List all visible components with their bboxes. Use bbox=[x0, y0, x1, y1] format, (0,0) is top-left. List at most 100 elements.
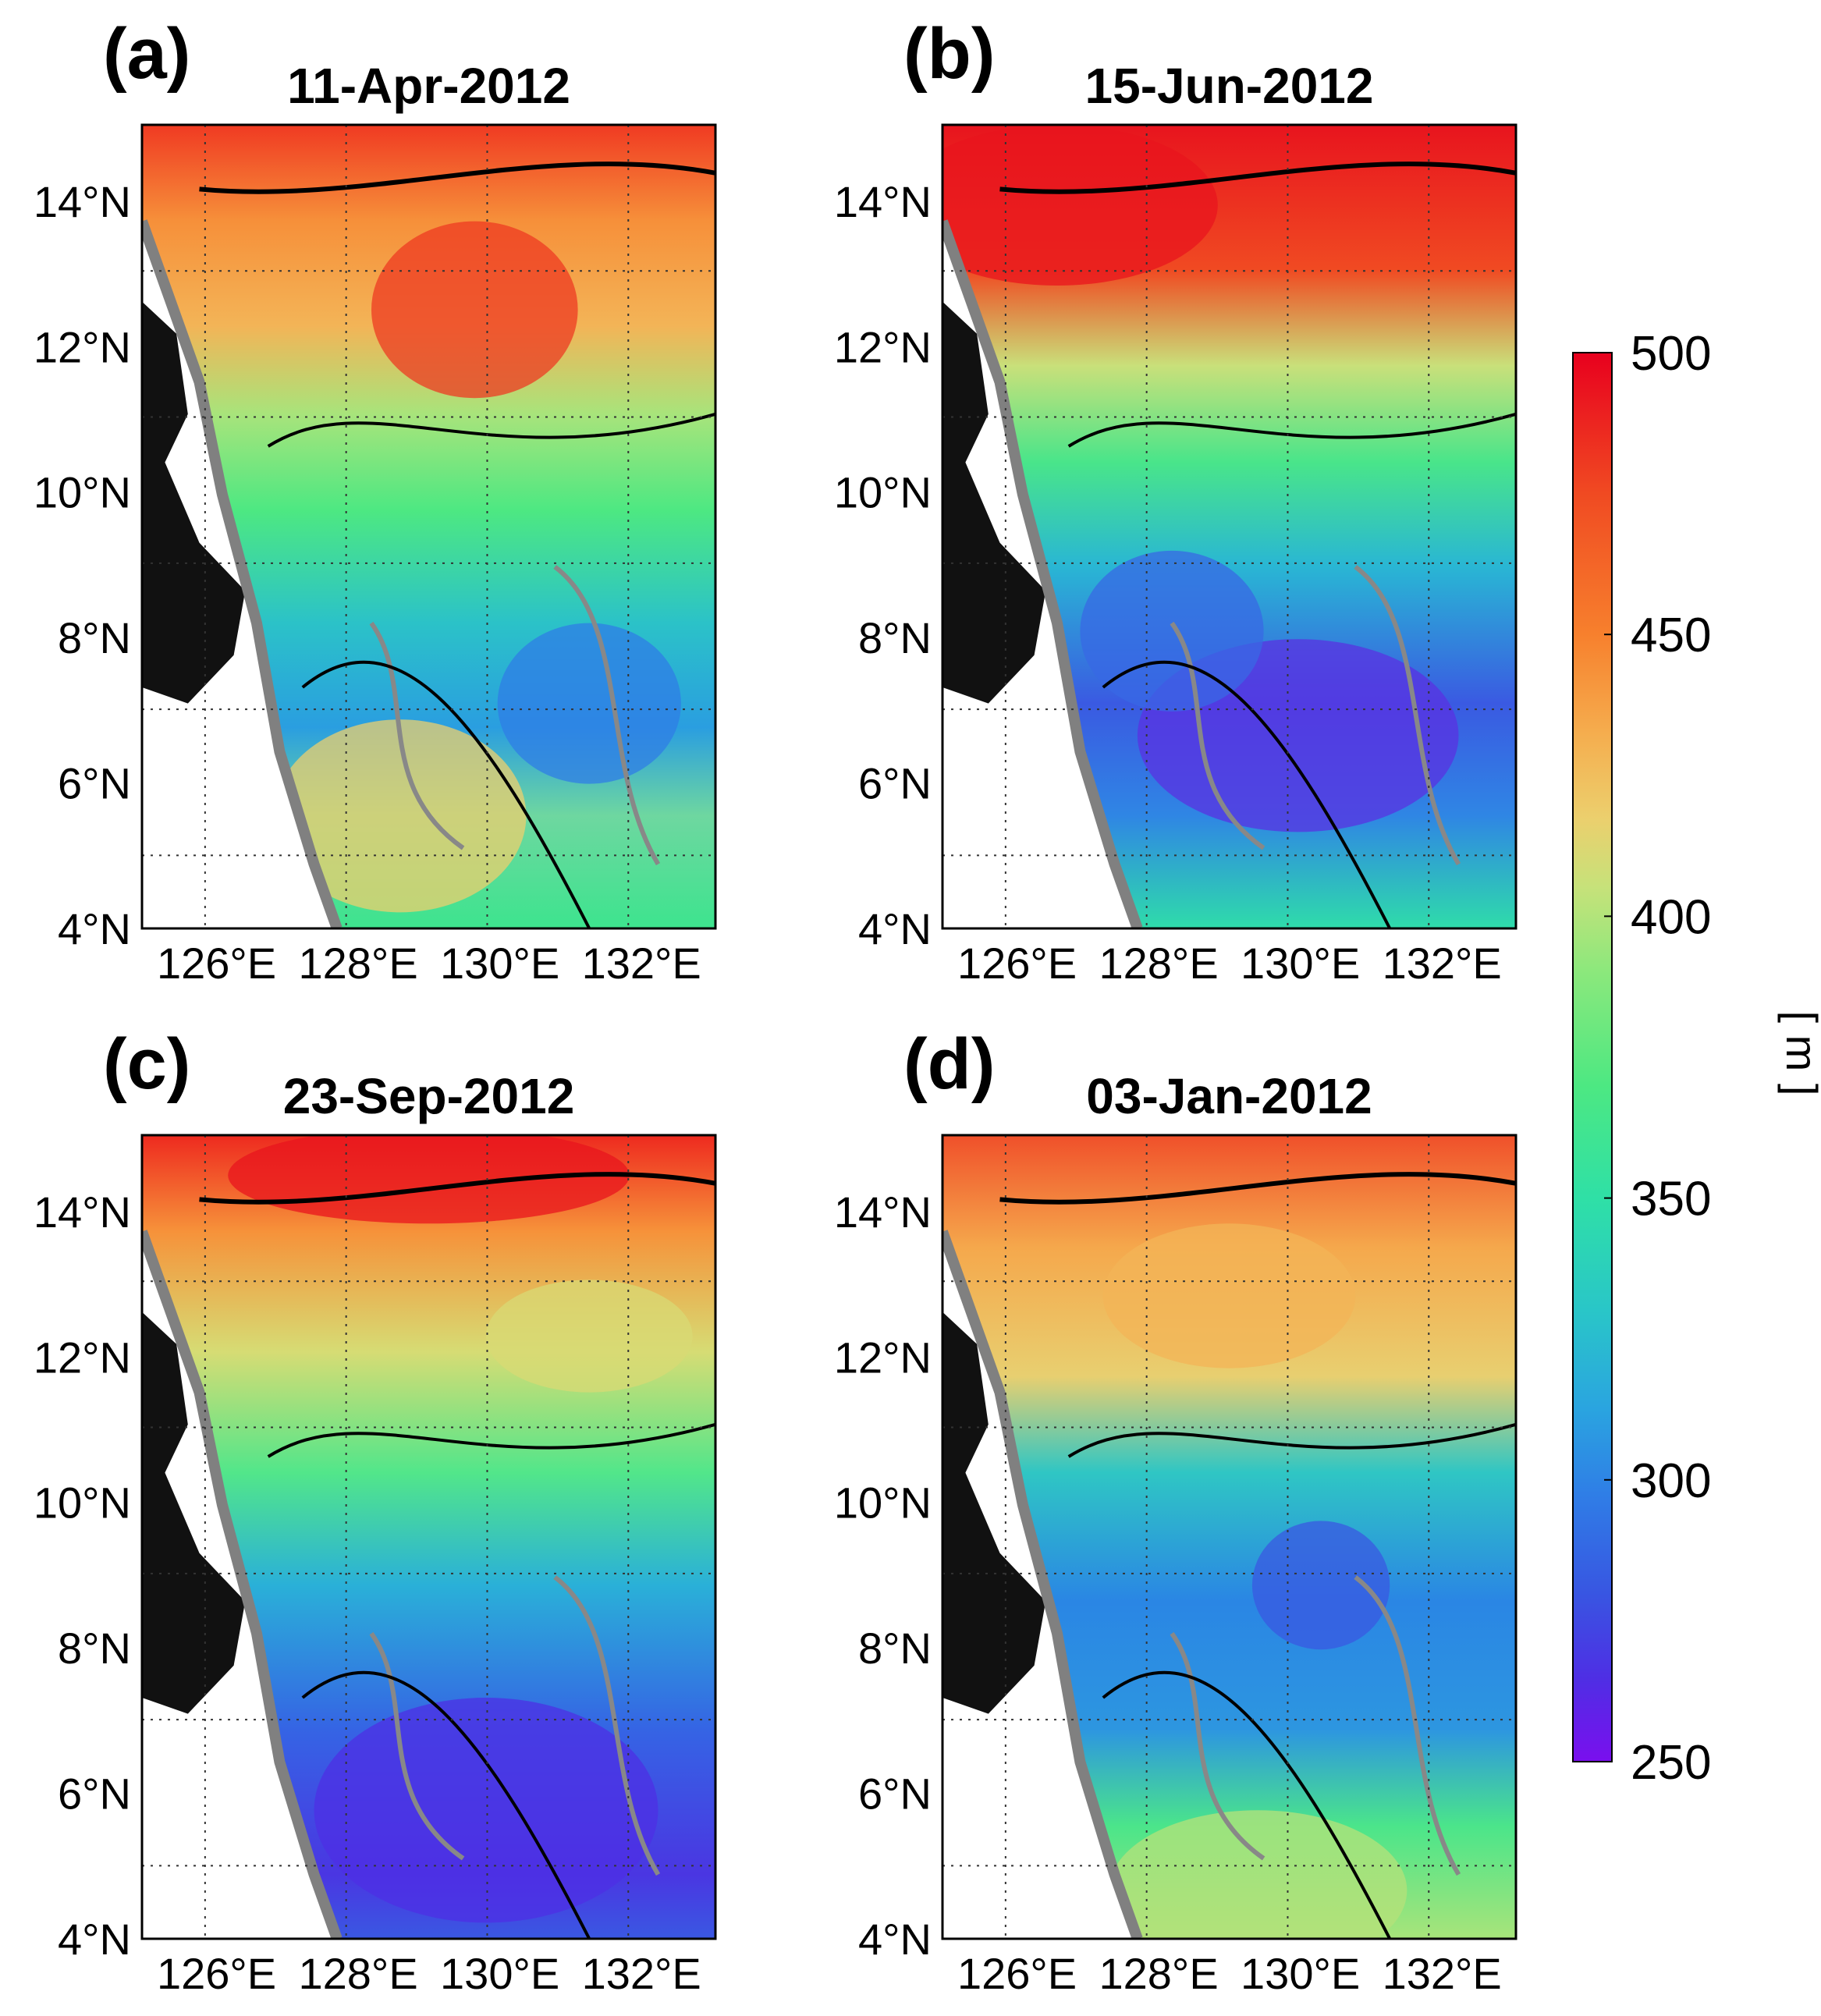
longitude-tick-label: 126°E bbox=[157, 939, 276, 988]
depth-anomaly-patch bbox=[1109, 1810, 1407, 1939]
latitude-tick-label: 14°N bbox=[834, 1187, 932, 1237]
map-panel-a: (a) 11-Apr-2012 14°N 12°N 10°N 8°N 6°N 4°N 126°E… bbox=[34, 14, 717, 988]
latitude-tick-label: 6°N bbox=[858, 759, 932, 808]
longitude-tick-label: 126°E bbox=[957, 939, 1077, 988]
colorbar-tick-label: 250 bbox=[1631, 1736, 1711, 1790]
longitude-tick-label: 130°E bbox=[440, 939, 559, 988]
depth-contour-line bbox=[267, 1422, 715, 1458]
philippines-landmass bbox=[942, 1311, 1046, 1714]
depth-anomaly-patch bbox=[314, 1698, 658, 1923]
latitude-tick-label: 12°N bbox=[834, 322, 932, 371]
colorbar: 500 450 400 350 300 250 [ m ] bbox=[1572, 327, 1821, 1790]
colorbar-tick-label: 350 bbox=[1631, 1173, 1711, 1226]
longitude-tick-label: 128°E bbox=[1099, 939, 1219, 988]
longitude-tick-label: 126°E bbox=[157, 1949, 276, 1998]
latitude-tick-label: 14°N bbox=[834, 177, 932, 226]
panel-date-title: 15-Jun-2012 bbox=[1085, 58, 1374, 114]
philippines-landmass bbox=[142, 1311, 246, 1714]
latitude-tick-label: 8°N bbox=[858, 1624, 932, 1673]
bathymetry-contour bbox=[1354, 1575, 1461, 1876]
depth-contour-line bbox=[199, 1172, 715, 1205]
colorbar-unit-label: [ m ] bbox=[1777, 1011, 1821, 1096]
depth-contour-line bbox=[301, 660, 591, 928]
latitude-tick-label: 10°N bbox=[34, 1478, 131, 1528]
depth-contour-line bbox=[267, 412, 715, 448]
colorbar-tick-label: 400 bbox=[1631, 890, 1711, 944]
longitude-tick-label: 130°E bbox=[1241, 1949, 1360, 1998]
longitude-tick-label: 132°E bbox=[582, 1949, 701, 1998]
longitude-tick-label: 128°E bbox=[299, 939, 418, 988]
coastline bbox=[142, 219, 343, 928]
depth-anomaly-patch bbox=[1080, 550, 1264, 712]
coastline bbox=[942, 219, 1143, 928]
coastline bbox=[142, 1230, 343, 1939]
depth-anomaly-patch bbox=[1102, 1223, 1356, 1368]
depth-anomaly-patch bbox=[1251, 1521, 1390, 1650]
bathymetry-contour bbox=[1170, 621, 1265, 850]
latitude-tick-label: 10°N bbox=[834, 468, 932, 517]
latitude-tick-label: 12°N bbox=[34, 1333, 131, 1382]
latitude-tick-label: 8°N bbox=[58, 1624, 131, 1673]
depth-anomaly-patch bbox=[497, 623, 681, 784]
colorbar-tick-label: 450 bbox=[1631, 609, 1711, 662]
latitude-tick-label: 6°N bbox=[858, 1769, 932, 1819]
longitude-tick-label: 126°E bbox=[957, 1949, 1077, 1998]
philippines-landmass bbox=[142, 301, 246, 704]
depth-contour-line bbox=[1067, 1422, 1516, 1458]
depth-contour-line bbox=[301, 1670, 591, 1939]
latitude-tick-label: 6°N bbox=[58, 759, 131, 808]
depth-contour-line bbox=[999, 161, 1516, 194]
depth-contour-line bbox=[1102, 1670, 1392, 1939]
longitude-tick-label: 128°E bbox=[299, 1949, 418, 1998]
longitude-tick-label: 132°E bbox=[1383, 1949, 1502, 1998]
map-panel-b: (b) 15-Jun-2012 14°N 12°N 10°N 8°N 6°N 4°N 126°E… bbox=[834, 14, 1518, 988]
longitude-tick-label: 132°E bbox=[582, 939, 701, 988]
latitude-tick-label: 14°N bbox=[34, 177, 131, 226]
latitude-tick-label: 6°N bbox=[58, 1769, 131, 1819]
latitude-tick-label: 14°N bbox=[34, 1187, 131, 1237]
latitude-tick-label: 12°N bbox=[834, 1333, 932, 1382]
map-panel-c: (c) 23-Sep-2012 14°N 12°N 10°N 8°N 6°N 4°N 126°E… bbox=[34, 1024, 717, 1998]
panel-label: (a) bbox=[103, 14, 190, 94]
bathymetry-contour bbox=[369, 1631, 465, 1861]
bathymetry-contour bbox=[553, 565, 661, 866]
latitude-tick-label: 12°N bbox=[34, 322, 131, 371]
depth-contour-line bbox=[1067, 412, 1516, 448]
depth-anomaly-patch bbox=[274, 719, 527, 913]
longitude-tick-label: 128°E bbox=[1099, 1949, 1219, 1998]
bathymetry-contour bbox=[369, 621, 465, 850]
depth-contour-line bbox=[199, 161, 715, 194]
latitude-tick-label: 4°N bbox=[858, 904, 932, 953]
depth-anomaly-patch bbox=[942, 125, 1218, 286]
depth-anomaly-patch bbox=[486, 1280, 693, 1393]
map-panel-d: (d) 03-Jan-2012 14°N 12°N 10°N 8°N 6°N 4°N 126°E… bbox=[834, 1024, 1518, 1998]
coastline bbox=[942, 1230, 1143, 1939]
colorbar-tick-label: 500 bbox=[1631, 327, 1711, 381]
map-frame bbox=[941, 1134, 1518, 1940]
longitude-tick-label: 132°E bbox=[1383, 939, 1502, 988]
panel-label: (c) bbox=[103, 1024, 190, 1104]
philippines-landmass bbox=[942, 301, 1046, 704]
depth-contour-line bbox=[999, 1172, 1516, 1205]
depth-anomaly-patch bbox=[371, 221, 578, 399]
bathymetry-contour bbox=[1354, 565, 1461, 866]
bathymetry-contour bbox=[1170, 1631, 1265, 1861]
depth-contour-line bbox=[1102, 660, 1392, 928]
bathymetry-contour bbox=[553, 1575, 661, 1876]
latitude-tick-label: 8°N bbox=[858, 613, 932, 662]
panel-label: (b) bbox=[903, 14, 995, 94]
panel-date-title: 23-Sep-2012 bbox=[283, 1068, 575, 1124]
panel-date-title: 03-Jan-2012 bbox=[1086, 1068, 1372, 1124]
latitude-tick-label: 4°N bbox=[58, 904, 131, 953]
latitude-tick-label: 4°N bbox=[858, 1915, 932, 1964]
panel-label: (d) bbox=[903, 1024, 995, 1104]
longitude-tick-label: 130°E bbox=[440, 1949, 559, 1998]
colorbar-ramp bbox=[1572, 352, 1613, 1762]
latitude-tick-label: 8°N bbox=[58, 613, 131, 662]
colorbar-ticks: 500 450 400 350 300 250 bbox=[1604, 327, 1711, 1790]
latitude-tick-label: 10°N bbox=[834, 1478, 932, 1528]
panel-date-title: 11-Apr-2012 bbox=[287, 58, 570, 114]
map-frame bbox=[140, 123, 717, 930]
map-frame bbox=[140, 1134, 717, 1940]
